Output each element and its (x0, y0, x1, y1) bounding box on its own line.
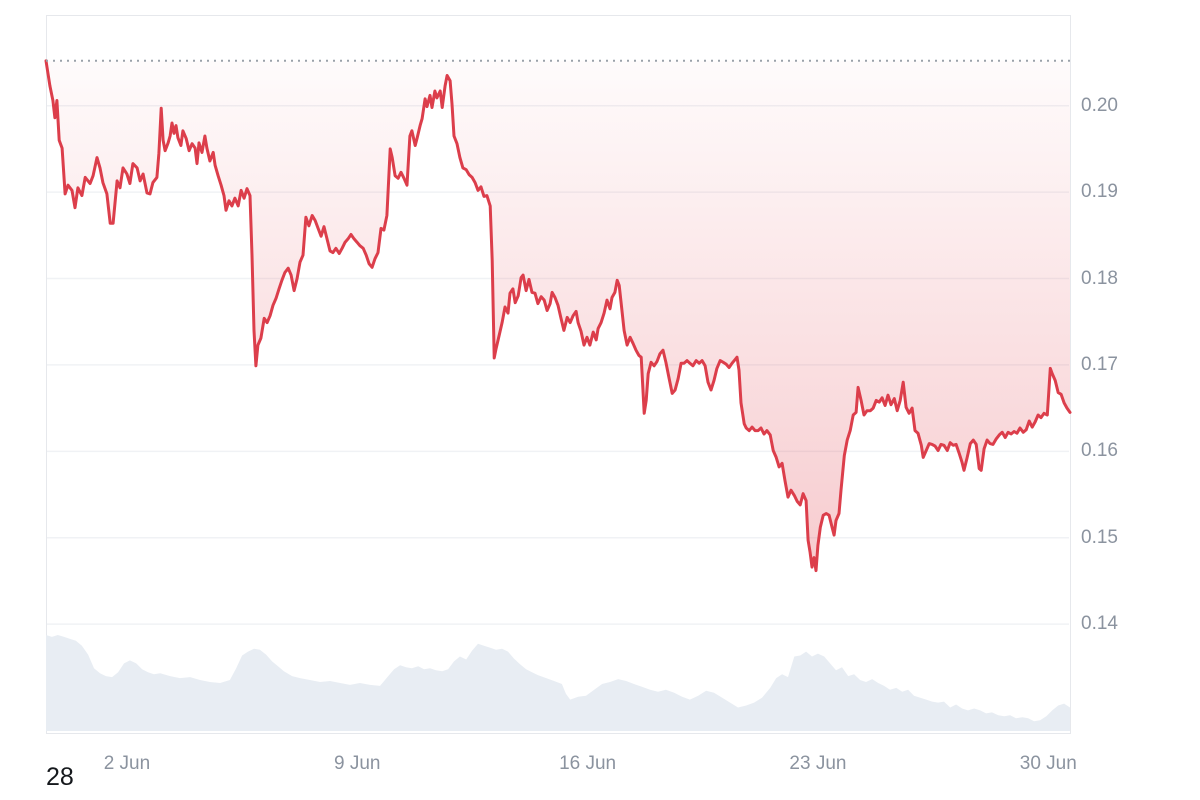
page-number: 28 (46, 763, 74, 791)
y-tick-label: 0.15 (1081, 526, 1118, 548)
x-tick-label: 23 Jun (789, 753, 847, 774)
y-tick-label: 0.17 (1081, 353, 1118, 375)
x-tick-label: 30 Jun (1019, 753, 1077, 774)
volume-area (46, 635, 1070, 731)
y-tick-label: 0.16 (1081, 440, 1118, 462)
x-tick-label: 16 Jun (559, 753, 617, 774)
x-tick-label: 2 Jun (103, 753, 151, 774)
price-drawdown-fill (46, 60, 1070, 571)
y-tick-label: 0.20 (1081, 94, 1118, 116)
y-tick-label: 0.18 (1081, 267, 1118, 289)
y-tick-label: 0.14 (1081, 613, 1118, 635)
y-tick-label: 0.19 (1081, 181, 1118, 203)
price-line (44, 59, 1072, 573)
x-tick-label: 9 Jun (334, 753, 381, 774)
